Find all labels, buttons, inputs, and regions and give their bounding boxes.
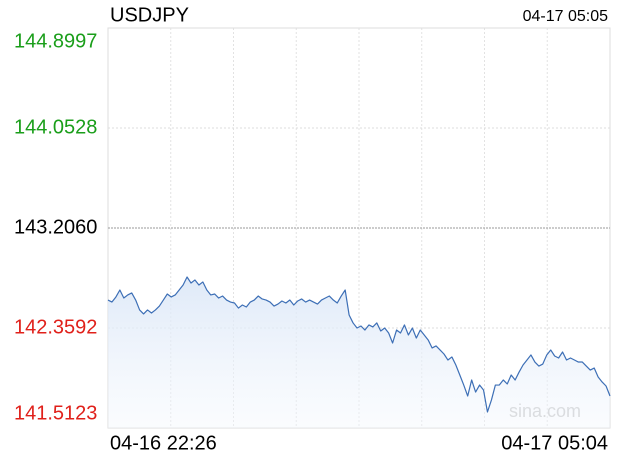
y-tick-label: 142.3592 (14, 316, 97, 338)
area-fill (108, 277, 610, 428)
y-tick-label: 143.2060 (14, 216, 97, 238)
timestamp: 04-17 05:05 (523, 8, 609, 25)
y-tick-label: 141.5123 (14, 402, 97, 424)
price-line (107, 276, 611, 413)
x-tick-label: 04-16 22:26 (110, 432, 217, 454)
y-tick-label: 144.8997 (14, 30, 97, 52)
x-tick-label: 04-17 05:04 (501, 432, 608, 454)
y-tick-label: 144.0528 (14, 116, 97, 138)
chart-title: USDJPY (110, 4, 189, 26)
